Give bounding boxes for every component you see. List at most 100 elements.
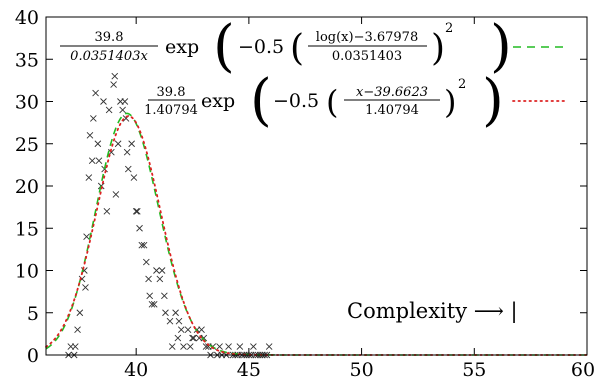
x-tick-label: 45 bbox=[237, 359, 261, 381]
data-point bbox=[105, 106, 113, 114]
legend-2-close-paren: ) bbox=[444, 83, 456, 121]
data-point bbox=[184, 326, 192, 333]
data-point bbox=[162, 309, 169, 317]
data-point bbox=[161, 292, 168, 300]
data-point bbox=[71, 343, 79, 350]
legend-2-open-paren: ( bbox=[326, 83, 338, 121]
data-point bbox=[175, 317, 183, 325]
legend-entry-normal: 39.8 1.40794 exp ( −0.5 ( x−39.6623 1.40… bbox=[144, 68, 568, 133]
data-point bbox=[112, 191, 120, 198]
legend-2-big-open-paren: ( bbox=[250, 68, 272, 133]
legend-2-power: 2 bbox=[458, 77, 466, 92]
data-point bbox=[174, 334, 182, 342]
data-point bbox=[121, 98, 129, 105]
legend-1-coef: −0.5 bbox=[238, 36, 284, 58]
data-point bbox=[225, 343, 232, 350]
data-point bbox=[146, 292, 154, 300]
legend: 39.8 0.0351403x exp ( −0.5 ( log(x)−3.67… bbox=[60, 14, 568, 133]
legend-1-big-close-paren: ) bbox=[490, 14, 512, 79]
legend-1-big-open-paren: ( bbox=[213, 14, 235, 79]
scatter-series bbox=[65, 72, 273, 359]
data-point bbox=[76, 309, 84, 317]
legend-1-denominator: 0.0351403x bbox=[70, 49, 148, 64]
data-point bbox=[153, 267, 160, 274]
legend-2-inner-numerator: x−39.6623 bbox=[356, 85, 428, 100]
legend-1-power: 2 bbox=[445, 21, 453, 36]
data-point bbox=[142, 258, 150, 266]
data-point bbox=[186, 343, 194, 350]
legend-1-exp: exp bbox=[165, 36, 199, 58]
data-point bbox=[200, 334, 208, 342]
data-point bbox=[110, 81, 117, 88]
x-tick-label: 55 bbox=[462, 359, 486, 381]
data-point bbox=[92, 89, 99, 97]
data-point bbox=[198, 326, 205, 333]
data-point bbox=[177, 326, 185, 333]
y-tick-label: 5 bbox=[27, 303, 39, 325]
y-tick-label: 20 bbox=[15, 176, 39, 198]
data-point bbox=[86, 131, 94, 139]
legend-2-inner-denominator: 1.40794 bbox=[365, 103, 419, 118]
data-point bbox=[95, 157, 103, 164]
legend-1-numerator: 39.8 bbox=[95, 30, 124, 45]
data-point bbox=[82, 284, 89, 291]
data-point bbox=[250, 343, 257, 350]
x-tick-label: 60 bbox=[571, 359, 595, 381]
data-point bbox=[100, 98, 107, 105]
data-point bbox=[130, 174, 138, 181]
legend-1-inner-denominator: 0.0351403 bbox=[332, 49, 402, 64]
y-tick-label: 40 bbox=[15, 7, 39, 29]
data-point bbox=[150, 300, 158, 308]
complexity-annotation: Complexity ⟶ | bbox=[347, 299, 518, 324]
plot-frame bbox=[45, 16, 588, 356]
data-point bbox=[85, 174, 93, 181]
data-point bbox=[133, 208, 141, 215]
data-point bbox=[119, 106, 126, 114]
legend-2-denominator: 1.40794 bbox=[144, 103, 198, 118]
legend-1-close-paren: ) bbox=[431, 28, 445, 69]
data-point bbox=[94, 140, 102, 148]
legend-1-inner-numerator: log(x)−3.67978 bbox=[316, 30, 418, 45]
legend-entry-lognormal: 39.8 0.0351403x exp ( −0.5 ( log(x)−3.67… bbox=[60, 14, 567, 79]
data-point bbox=[128, 140, 135, 148]
data-point bbox=[74, 326, 81, 333]
data-point bbox=[190, 334, 197, 342]
data-point bbox=[103, 208, 111, 215]
y-tick-label: 30 bbox=[15, 92, 39, 114]
x-tick-label: 50 bbox=[349, 359, 373, 381]
data-point bbox=[88, 157, 96, 164]
data-point bbox=[180, 343, 187, 350]
legend-2-numerator: 39.8 bbox=[157, 85, 186, 100]
axis-ticks: 0 5 10 15 20 25 30 35 40 40 45 50 55 60 bbox=[15, 7, 595, 381]
data-point bbox=[83, 233, 90, 241]
data-point bbox=[90, 115, 97, 122]
data-point bbox=[166, 317, 174, 325]
y-tick-label: 10 bbox=[15, 261, 39, 283]
data-point bbox=[158, 267, 166, 274]
legend-1-open-paren: ( bbox=[290, 28, 304, 69]
y-tick-label: 35 bbox=[15, 49, 39, 71]
y-tick-label: 0 bbox=[27, 345, 39, 367]
data-point bbox=[123, 148, 131, 156]
data-point bbox=[168, 343, 176, 350]
legend-2-exp: exp bbox=[201, 90, 235, 112]
data-point bbox=[265, 343, 273, 350]
data-point bbox=[140, 241, 148, 249]
data-point bbox=[145, 275, 152, 283]
legend-2-big-close-paren: ) bbox=[482, 68, 504, 133]
data-point bbox=[189, 334, 196, 342]
data-point bbox=[156, 275, 164, 283]
data-point bbox=[138, 241, 146, 249]
y-tick-label: 25 bbox=[15, 134, 39, 156]
data-point bbox=[111, 72, 119, 80]
data-point bbox=[132, 208, 140, 215]
legend-2-coef: −0.5 bbox=[273, 90, 319, 112]
x-tick-label: 40 bbox=[124, 359, 148, 381]
data-point bbox=[124, 165, 132, 173]
data-point bbox=[136, 224, 143, 232]
data-point bbox=[236, 343, 244, 350]
data-point bbox=[216, 343, 223, 350]
data-point bbox=[114, 140, 122, 148]
data-point bbox=[172, 309, 179, 317]
